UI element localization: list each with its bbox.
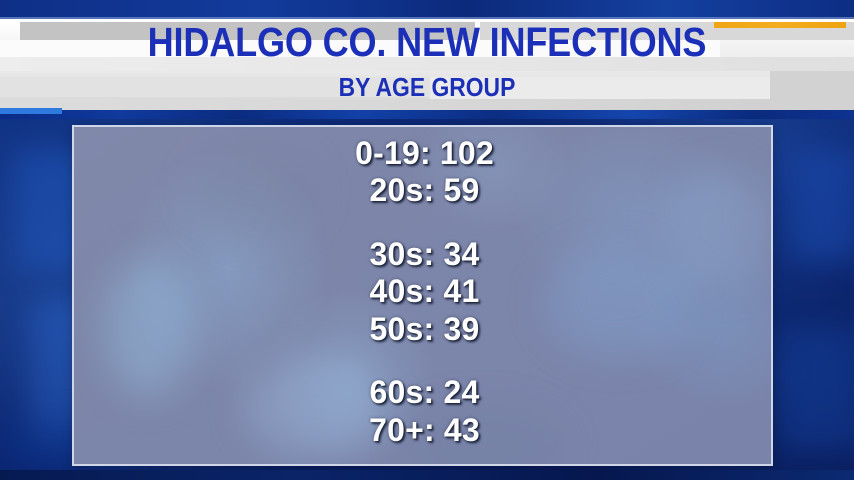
header-separator-bar bbox=[0, 110, 854, 119]
bottom-navy-strip bbox=[0, 470, 854, 480]
header-band-right-block bbox=[770, 71, 854, 110]
orange-accent-bar bbox=[714, 22, 846, 28]
separator-accent-tab bbox=[0, 108, 62, 114]
top-navy-strip bbox=[0, 0, 854, 18]
age-group-stat-list: 0-19: 102 20s: 59 30s: 34 40s: 41 50s: 3… bbox=[74, 127, 771, 464]
page-subtitle: BY AGE GROUP bbox=[338, 72, 516, 102]
stat-row: 30s: 34 bbox=[369, 235, 480, 272]
header-band-layer-white bbox=[0, 40, 720, 57]
panel-texture-blob bbox=[404, 407, 564, 464]
age-group-block: 0-19: 102 20s: 59 bbox=[74, 135, 771, 210]
panel-texture-blob bbox=[544, 247, 694, 357]
stat-row: 40s: 41 bbox=[369, 273, 480, 310]
header-band-layer-top-left bbox=[20, 22, 475, 40]
header-band-layer-bottom bbox=[0, 99, 854, 110]
age-group-block: 60s: 24 70+: 43 bbox=[74, 374, 771, 449]
stat-row: 70+: 43 bbox=[369, 411, 480, 448]
top-strip-hairline bbox=[0, 17, 854, 19]
panel-texture-blob bbox=[244, 357, 384, 457]
stat-row: 60s: 24 bbox=[369, 374, 480, 411]
stat-row: 50s: 39 bbox=[369, 310, 480, 347]
page-title: HIDALGO CO. NEW INFECTIONS bbox=[147, 19, 707, 65]
background-light-blob bbox=[782, 330, 854, 450]
panel-texture-blob bbox=[664, 167, 771, 287]
stat-row: 20s: 59 bbox=[369, 172, 480, 209]
age-group-block: 30s: 34 40s: 41 50s: 39 bbox=[74, 235, 771, 348]
header-band-layer-mid bbox=[0, 57, 854, 71]
panel-texture-blob bbox=[104, 257, 194, 397]
data-panel: 0-19: 102 20s: 59 30s: 34 40s: 41 50s: 3… bbox=[72, 125, 773, 466]
stat-row: 0-19: 102 bbox=[355, 135, 494, 171]
background-light-blob bbox=[790, 150, 854, 260]
header-band bbox=[0, 19, 854, 110]
panel-texture-blob bbox=[194, 147, 314, 237]
